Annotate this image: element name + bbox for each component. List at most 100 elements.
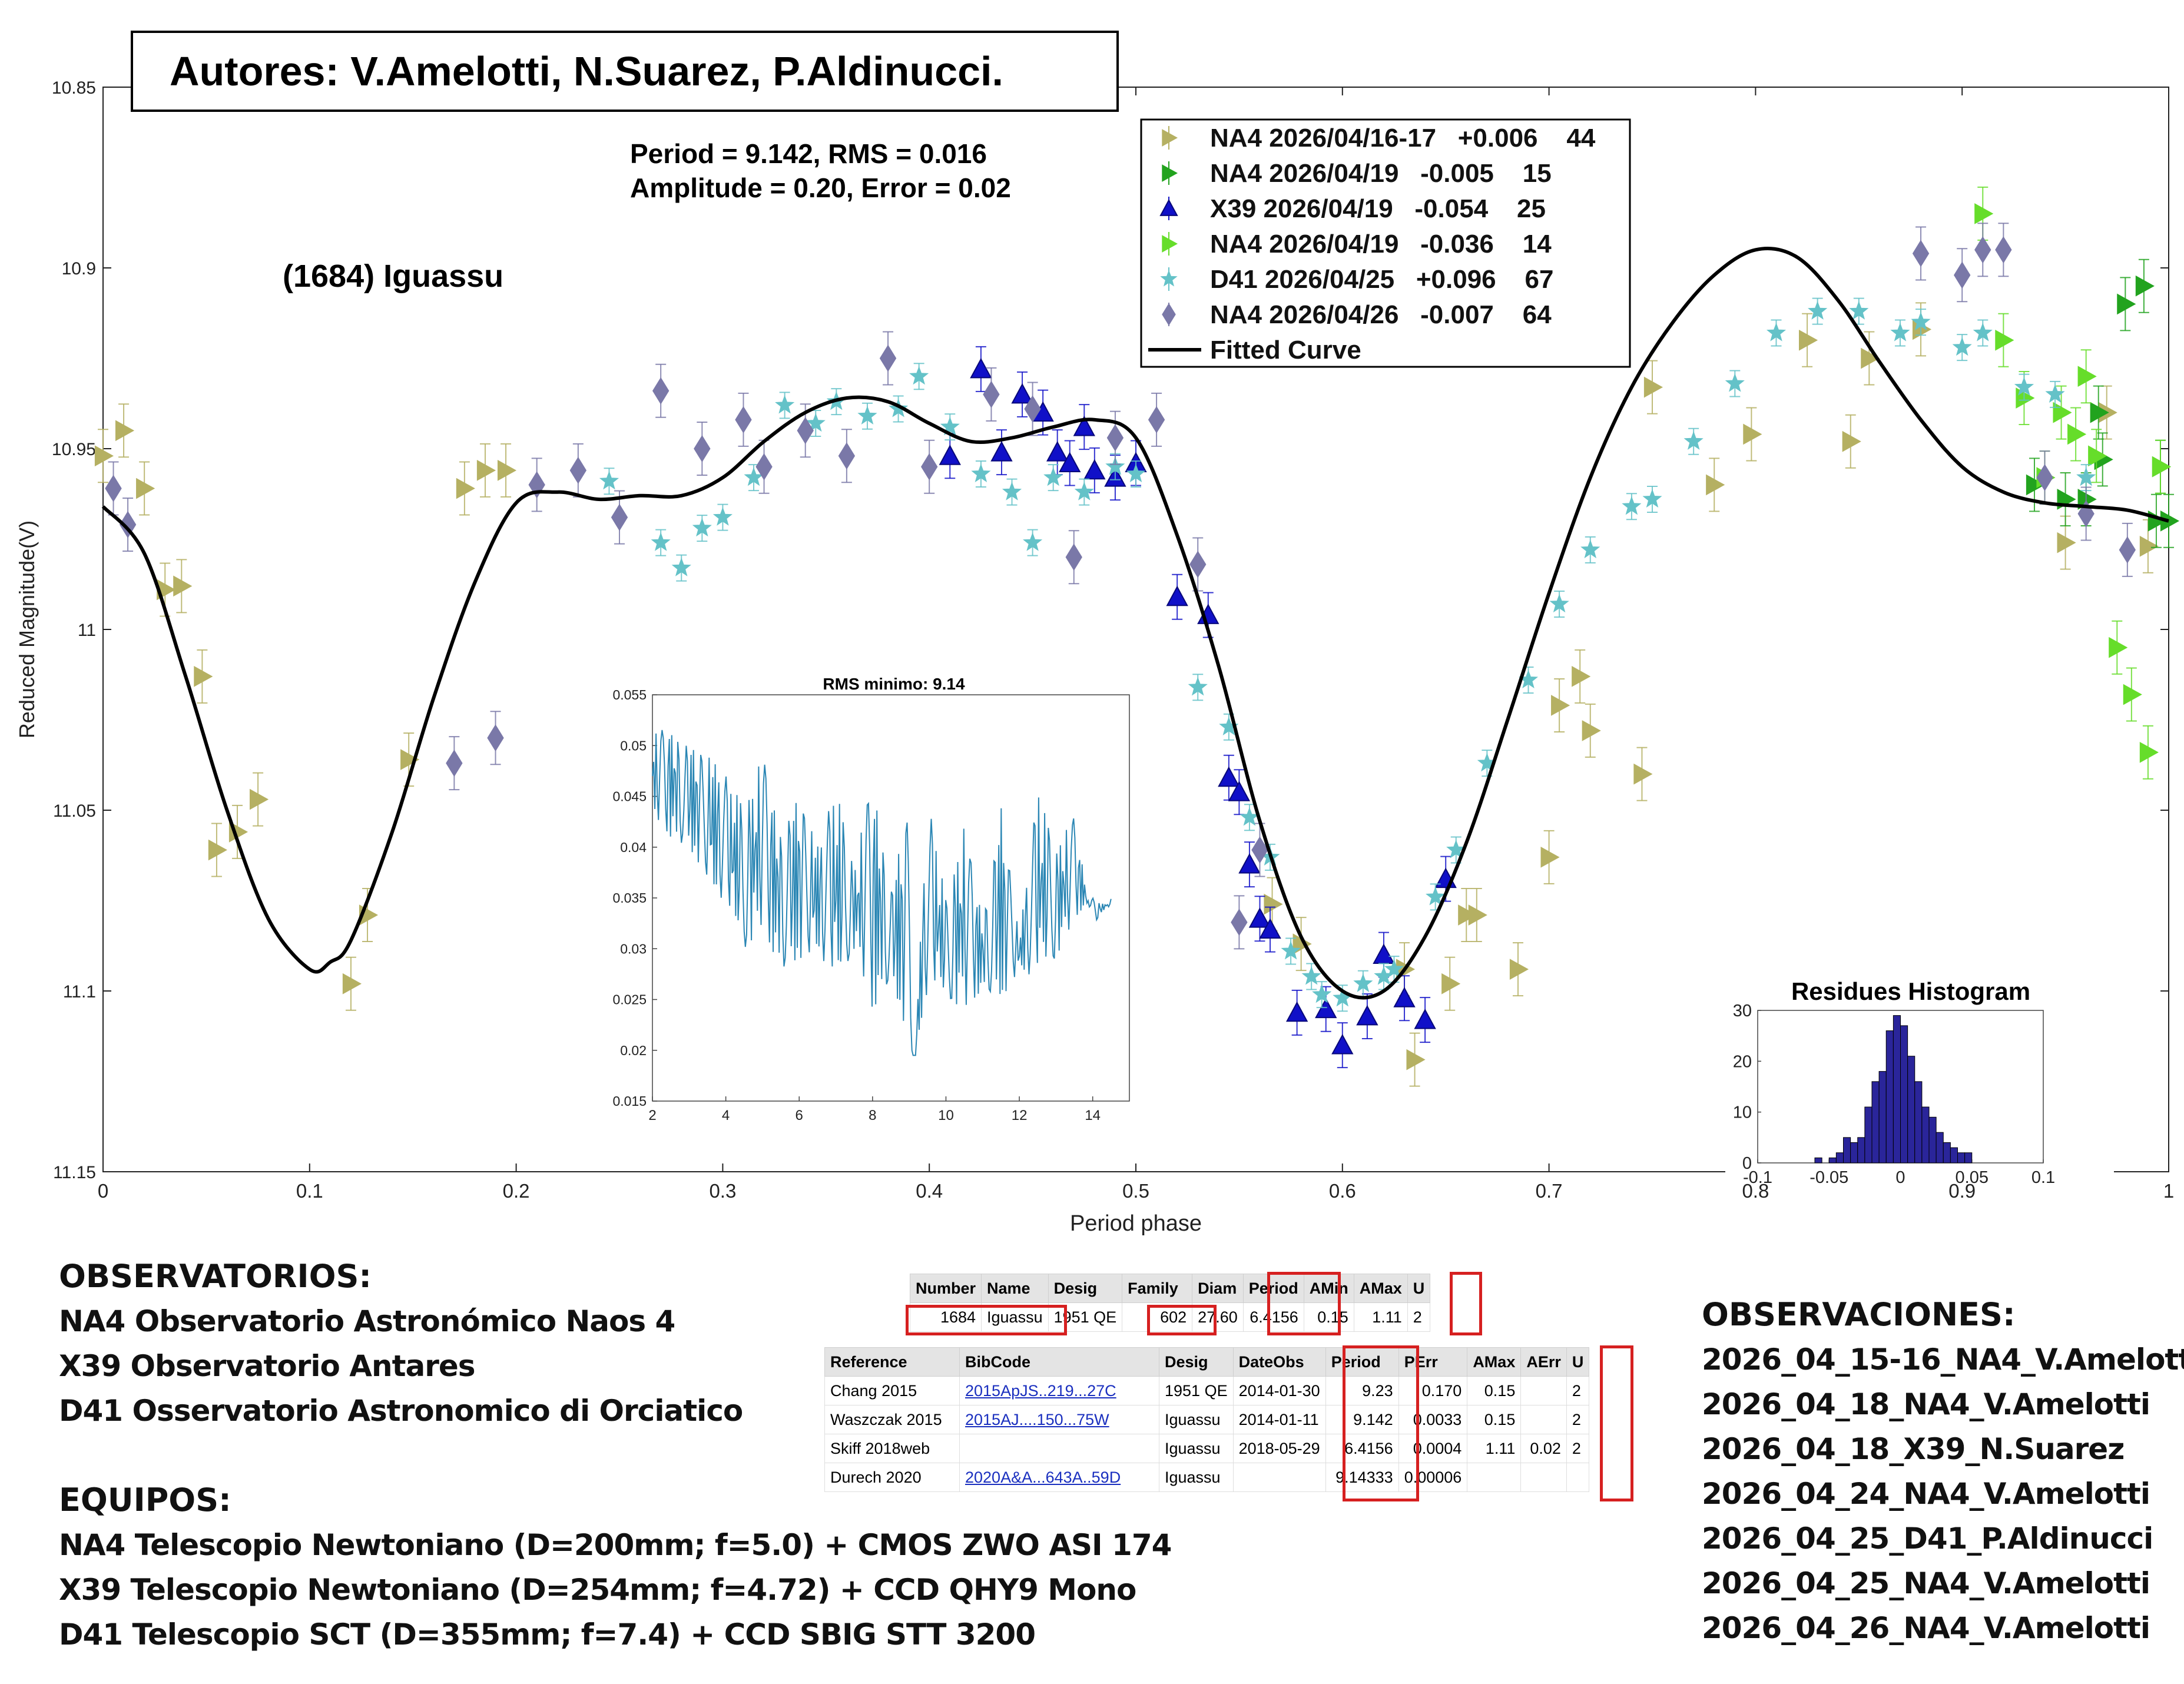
data-point (1059, 452, 1081, 473)
data-point (1331, 1033, 1354, 1055)
x-tick-label: 0.2 (503, 1180, 530, 1202)
observacion-line: 2026_04_25_NA4_V.Amelotti (1702, 1566, 2150, 1600)
col-header: Period (1325, 1347, 1399, 1377)
histogram-bar (1964, 1152, 1973, 1163)
bibcode-link[interactable]: 2015AJ....150...75W (965, 1410, 1109, 1428)
histogram-bar (1871, 1081, 1880, 1163)
cell-number: 1684 (909, 1302, 982, 1332)
data-point (1264, 893, 1283, 915)
data-point (1995, 236, 2012, 264)
data-point (250, 788, 269, 810)
cell-perr: 0.0033 (1398, 1405, 1468, 1434)
data-point (1725, 373, 1745, 392)
data-point (744, 467, 764, 486)
data-point (939, 445, 961, 465)
data-point (1890, 323, 1910, 342)
periodogram-title: RMS minimo: 9.14 (823, 675, 965, 693)
x-tick-label: -0.1 (1743, 1168, 1772, 1187)
cell-perr: 0.170 (1398, 1376, 1468, 1405)
cell-u: 2 (1566, 1376, 1590, 1405)
data-point (1251, 836, 1268, 864)
data-point (797, 417, 814, 445)
data-point (1312, 984, 1332, 1003)
cell-bibcode[interactable]: 2020A&A...643A..59D (959, 1463, 1159, 1492)
data-point (1808, 301, 1828, 320)
col-header: Number (909, 1274, 982, 1303)
data-point (1426, 886, 1446, 906)
y-tick-label: 11.05 (53, 801, 96, 821)
data-point (1509, 959, 1529, 980)
col-header: U (1566, 1347, 1590, 1377)
equipo-line: D41 Telescopio SCT (D=355mm; f=7.4) + CC… (59, 1617, 1036, 1652)
y-tick-label: 0.035 (612, 890, 647, 906)
data-point (1356, 1005, 1378, 1026)
col-header: AMin (1303, 1274, 1354, 1303)
cell-period: 9.14333 (1325, 1463, 1399, 1492)
data-point (1393, 987, 1416, 1007)
data-point (652, 377, 670, 405)
lightcurve-axes: 0 0.1 0.2 0.3 0.4 0.5 0.6 0.7 0.8 0.9 1 10.85 10.9 10… (15, 78, 2174, 1236)
cell-aerr (1520, 1405, 1567, 1434)
data-point (1973, 323, 1993, 342)
cell-dateobs (1232, 1463, 1326, 1492)
data-point (1002, 482, 1022, 500)
data-point (173, 575, 193, 597)
legend-item: D41 2026/04/25 +0.096 67 (1160, 265, 1553, 294)
data-point (909, 366, 929, 385)
data-point (671, 558, 691, 576)
data-point (1551, 695, 1570, 716)
cell-u: 2 (1566, 1434, 1590, 1463)
data-point (1706, 474, 1725, 496)
observacion-line: 2026_04_24_NA4_V.Amelotti (1702, 1477, 2150, 1511)
data-point (2036, 464, 2053, 492)
y-tick-label: 30 (1733, 1002, 1752, 1020)
data-point (1043, 467, 1063, 486)
x-tick-label: 0 (98, 1180, 108, 1202)
data-point (1248, 907, 1271, 928)
x-tick-label: 4 (722, 1108, 730, 1123)
data-point (1633, 763, 1653, 785)
data-point (2139, 535, 2159, 557)
reference-table: Reference BibCode Desig DateObs Period P… (824, 1347, 1590, 1492)
histogram-bar (1878, 1071, 1887, 1163)
cell-perr: 0.00006 (1398, 1463, 1468, 1492)
x-tick-label: 6 (796, 1108, 803, 1123)
data-point (1622, 496, 1642, 515)
legend-label: NA4 2026/04/16-17 +0.006 44 (1210, 124, 1596, 153)
cell-period: 6.4156 (1242, 1302, 1304, 1332)
data-point (1766, 323, 1787, 342)
cell-bibcode[interactable]: 2015AJ....150...75W (959, 1405, 1159, 1434)
histogram-bar (1835, 1152, 1844, 1163)
data-point (735, 406, 752, 433)
cell-reference: Waszczak 2015 (824, 1405, 960, 1434)
data-point (1074, 482, 1094, 500)
cell-bibcode[interactable]: 2015ApJS..219...27C (959, 1376, 1159, 1405)
x-tick-label: 0.05 (1956, 1168, 1989, 1187)
data-point (1353, 973, 1373, 992)
y-tick-label: 10.85 (52, 78, 96, 98)
data-point (1315, 997, 1337, 1019)
observacion-line: 2026_04_25_D41_P.Aldinucci (1702, 1521, 2153, 1556)
data-point (1446, 840, 1466, 858)
bibcode-link[interactable]: 2020A&A...643A..59D (965, 1468, 1121, 1486)
bibcode-link[interactable]: 2015ApJS..219...27C (965, 1381, 1116, 1400)
data-point (2135, 275, 2155, 297)
legend-item: Fitted Curve (1148, 336, 1361, 364)
col-header: Period (1242, 1274, 1304, 1303)
stats-line-2: Amplitude = 0.20, Error = 0.02 (630, 173, 1011, 203)
observatorio-line: NA4 Observatorio Astronómico Naos 4 (59, 1304, 675, 1338)
cell-desig: Iguassu (1159, 1405, 1234, 1434)
y-tick-label: 0.04 (620, 840, 647, 855)
data-point (2119, 536, 2136, 563)
cell-u (1566, 1463, 1590, 1492)
data-point (970, 357, 992, 379)
histogram-inset: Residues Histogram -0.1 -0.05 0 0.05 0.1 0 10 2… (1725, 977, 2114, 1187)
data-point (1231, 909, 1248, 936)
asteroid-summary-table: Number Name Desig Family Diam Period AMi… (909, 1274, 1431, 1332)
y-tick-label: 0.055 (612, 687, 647, 702)
legend-item: NA4 2026/04/19 -0.005 15 (1162, 159, 1552, 188)
histogram-bar (1950, 1147, 1958, 1163)
col-header: AMax (1467, 1347, 1522, 1377)
data-point (1073, 416, 1095, 436)
legend-item: NA4 2026/04/16-17 +0.006 44 (1162, 124, 1596, 153)
